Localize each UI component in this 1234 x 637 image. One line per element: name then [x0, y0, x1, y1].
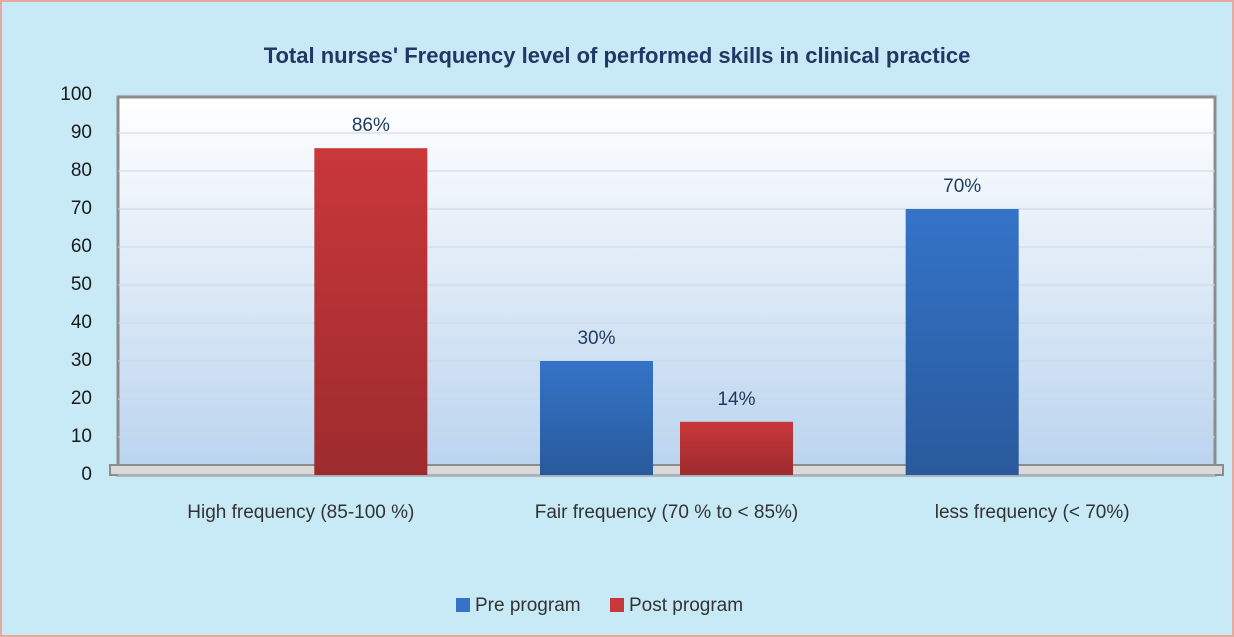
x-tick-label: Fair frequency (70 % to < 85%) — [535, 502, 799, 523]
value-label: 30% — [577, 328, 615, 349]
y-tick-label: 100 — [60, 84, 92, 105]
bar-shade — [540, 361, 653, 475]
bar-shade — [314, 148, 428, 475]
plot-wall — [116, 95, 1217, 477]
bar-shade — [905, 209, 1019, 475]
x-tick-label: High frequency (85-100 %) — [187, 502, 414, 523]
legend-label: Pre program — [475, 595, 581, 616]
y-tick-label: 80 — [71, 160, 92, 181]
y-tick-label: 20 — [71, 388, 92, 409]
value-label: 70% — [943, 176, 981, 197]
value-label: 86% — [352, 115, 390, 136]
chart-title: Total nurses' Frequency level of perform… — [264, 43, 971, 68]
y-tick-label: 50 — [71, 274, 92, 295]
value-label: 14% — [717, 389, 755, 410]
legend-swatch — [456, 598, 470, 612]
y-tick-label: 90 — [71, 122, 92, 143]
x-tick-label: less frequency (< 70%) — [935, 502, 1130, 523]
y-tick-label: 0 — [81, 464, 92, 485]
y-tick-label: 60 — [71, 236, 92, 257]
plot-floor — [109, 464, 1224, 476]
y-tick-label: 40 — [71, 312, 92, 333]
legend-swatch — [610, 598, 624, 612]
y-tick-label: 10 — [71, 426, 92, 447]
y-tick-label: 70 — [71, 198, 92, 219]
bar-shade — [680, 421, 793, 475]
legend-label: Post program — [629, 595, 743, 616]
y-tick-label: 30 — [71, 350, 92, 371]
